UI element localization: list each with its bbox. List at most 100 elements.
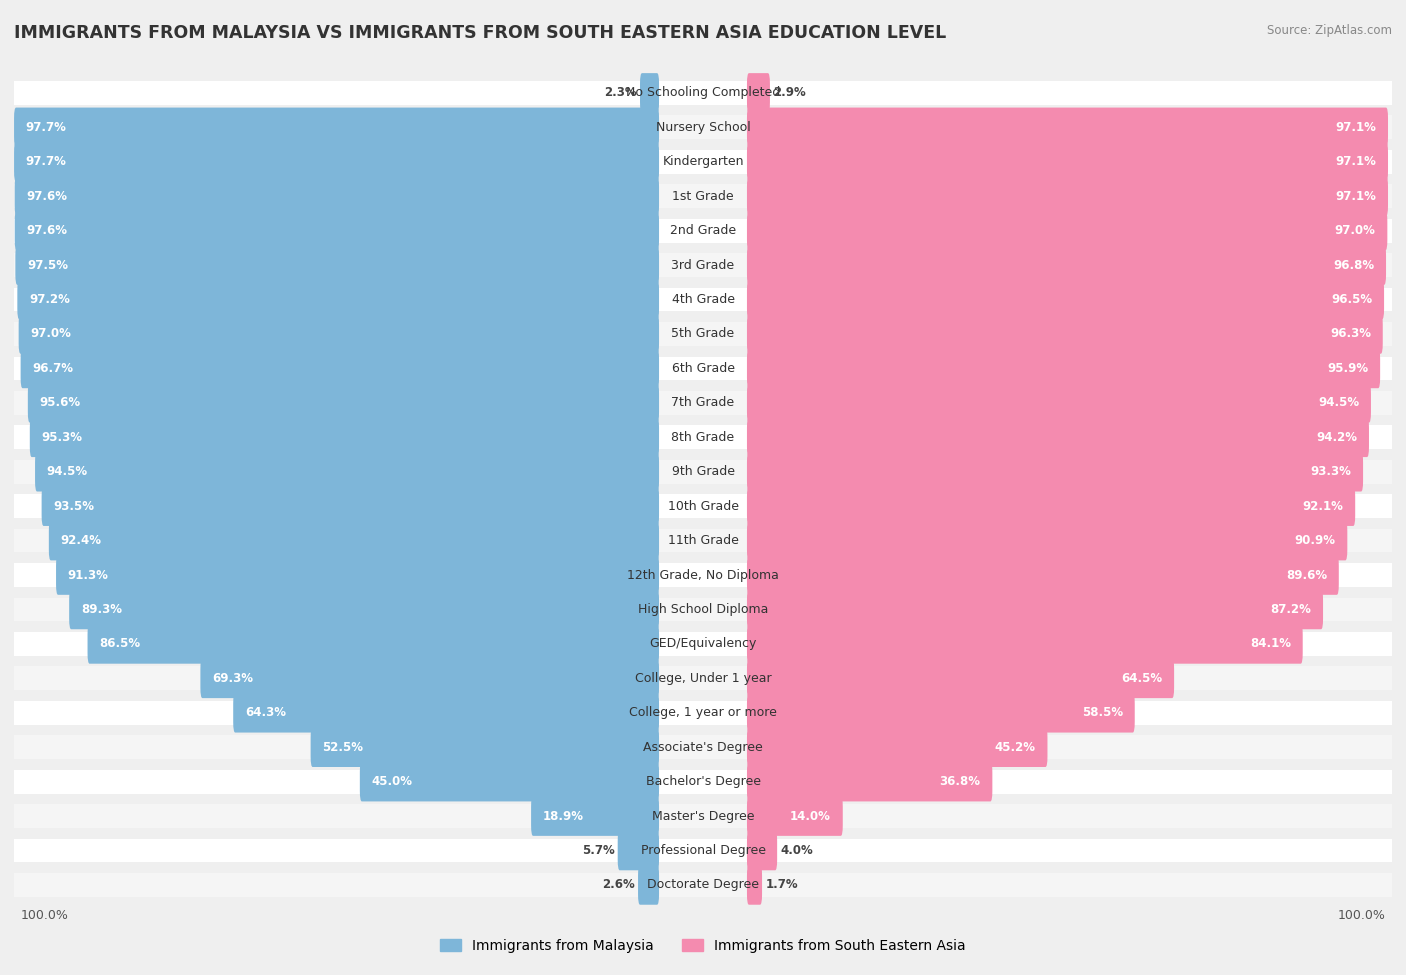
- FancyBboxPatch shape: [35, 452, 659, 491]
- Text: Nursery School: Nursery School: [655, 121, 751, 134]
- FancyBboxPatch shape: [747, 727, 1047, 767]
- Text: College, 1 year or more: College, 1 year or more: [628, 706, 778, 720]
- FancyBboxPatch shape: [747, 693, 1135, 732]
- Bar: [14, 425, 1392, 449]
- Text: 95.3%: 95.3%: [42, 431, 83, 444]
- Text: 97.7%: 97.7%: [25, 121, 66, 134]
- Text: 64.3%: 64.3%: [245, 706, 285, 720]
- Text: 93.5%: 93.5%: [53, 499, 94, 513]
- FancyBboxPatch shape: [14, 142, 659, 181]
- FancyBboxPatch shape: [747, 865, 762, 905]
- Text: 90.9%: 90.9%: [1295, 534, 1336, 547]
- Bar: [14, 115, 1392, 139]
- FancyBboxPatch shape: [747, 658, 1174, 698]
- Bar: [14, 804, 1392, 828]
- Text: 9th Grade: 9th Grade: [672, 465, 734, 478]
- Bar: [14, 564, 1392, 587]
- Text: 11th Grade: 11th Grade: [668, 534, 738, 547]
- Text: 97.2%: 97.2%: [30, 293, 70, 306]
- Text: 18.9%: 18.9%: [543, 809, 583, 823]
- Text: 4th Grade: 4th Grade: [672, 293, 734, 306]
- Text: 69.3%: 69.3%: [212, 672, 253, 684]
- Text: 2.9%: 2.9%: [773, 87, 806, 99]
- Text: 1st Grade: 1st Grade: [672, 190, 734, 203]
- Bar: [14, 288, 1392, 311]
- Bar: [14, 81, 1392, 105]
- Bar: [14, 150, 1392, 174]
- Text: 89.6%: 89.6%: [1286, 568, 1327, 581]
- Bar: [14, 218, 1392, 243]
- FancyBboxPatch shape: [747, 176, 1388, 216]
- Text: GED/Equivalency: GED/Equivalency: [650, 638, 756, 650]
- Bar: [14, 598, 1392, 621]
- FancyBboxPatch shape: [747, 831, 778, 871]
- Text: 97.6%: 97.6%: [27, 190, 67, 203]
- FancyBboxPatch shape: [49, 521, 659, 561]
- Text: 100.0%: 100.0%: [21, 910, 69, 922]
- Text: 95.9%: 95.9%: [1327, 362, 1368, 375]
- FancyBboxPatch shape: [14, 176, 659, 216]
- FancyBboxPatch shape: [747, 211, 1388, 251]
- FancyBboxPatch shape: [747, 797, 842, 836]
- Text: 6th Grade: 6th Grade: [672, 362, 734, 375]
- Text: No Schooling Completed: No Schooling Completed: [626, 87, 780, 99]
- Text: 91.3%: 91.3%: [67, 568, 108, 581]
- FancyBboxPatch shape: [747, 417, 1369, 457]
- FancyBboxPatch shape: [747, 280, 1384, 320]
- Text: College, Under 1 year: College, Under 1 year: [634, 672, 772, 684]
- Text: 94.5%: 94.5%: [46, 465, 89, 478]
- Legend: Immigrants from Malaysia, Immigrants from South Eastern Asia: Immigrants from Malaysia, Immigrants fro…: [434, 933, 972, 958]
- FancyBboxPatch shape: [15, 246, 659, 285]
- FancyBboxPatch shape: [69, 590, 659, 629]
- Bar: [14, 322, 1392, 346]
- Text: Associate's Degree: Associate's Degree: [643, 741, 763, 754]
- FancyBboxPatch shape: [747, 590, 1323, 629]
- Bar: [14, 184, 1392, 208]
- FancyBboxPatch shape: [747, 246, 1386, 285]
- Text: 86.5%: 86.5%: [100, 638, 141, 650]
- Text: 89.3%: 89.3%: [82, 603, 122, 616]
- Text: 97.1%: 97.1%: [1336, 121, 1376, 134]
- Text: 5th Grade: 5th Grade: [672, 328, 734, 340]
- FancyBboxPatch shape: [747, 555, 1339, 595]
- FancyBboxPatch shape: [747, 314, 1382, 354]
- Text: Kindergarten: Kindergarten: [662, 155, 744, 169]
- FancyBboxPatch shape: [14, 107, 659, 147]
- Text: 8th Grade: 8th Grade: [672, 431, 734, 444]
- Text: 94.5%: 94.5%: [1317, 397, 1360, 410]
- Text: 96.5%: 96.5%: [1331, 293, 1372, 306]
- FancyBboxPatch shape: [747, 521, 1347, 561]
- Text: 64.5%: 64.5%: [1121, 672, 1163, 684]
- FancyBboxPatch shape: [56, 555, 659, 595]
- Text: 100.0%: 100.0%: [1337, 910, 1385, 922]
- Text: 97.7%: 97.7%: [25, 155, 66, 169]
- Text: 97.0%: 97.0%: [31, 328, 72, 340]
- Bar: [14, 873, 1392, 897]
- Bar: [14, 254, 1392, 277]
- Bar: [14, 528, 1392, 553]
- Bar: [14, 735, 1392, 760]
- FancyBboxPatch shape: [30, 417, 659, 457]
- Text: Professional Degree: Professional Degree: [641, 844, 765, 857]
- Text: 1.7%: 1.7%: [765, 878, 799, 891]
- Text: 2.3%: 2.3%: [605, 87, 637, 99]
- Text: Doctorate Degree: Doctorate Degree: [647, 878, 759, 891]
- Bar: [14, 494, 1392, 518]
- FancyBboxPatch shape: [617, 831, 659, 871]
- Bar: [14, 357, 1392, 380]
- FancyBboxPatch shape: [233, 693, 659, 732]
- Bar: [14, 667, 1392, 690]
- Text: 5.7%: 5.7%: [582, 844, 614, 857]
- Text: 87.2%: 87.2%: [1271, 603, 1312, 616]
- Text: 7th Grade: 7th Grade: [672, 397, 734, 410]
- FancyBboxPatch shape: [747, 73, 770, 113]
- Bar: [14, 460, 1392, 484]
- FancyBboxPatch shape: [42, 487, 659, 526]
- Text: 4.0%: 4.0%: [780, 844, 813, 857]
- Text: 97.5%: 97.5%: [27, 258, 67, 272]
- Text: 12th Grade, No Diploma: 12th Grade, No Diploma: [627, 568, 779, 581]
- FancyBboxPatch shape: [14, 211, 659, 251]
- FancyBboxPatch shape: [18, 314, 659, 354]
- FancyBboxPatch shape: [747, 349, 1381, 388]
- Text: 10th Grade: 10th Grade: [668, 499, 738, 513]
